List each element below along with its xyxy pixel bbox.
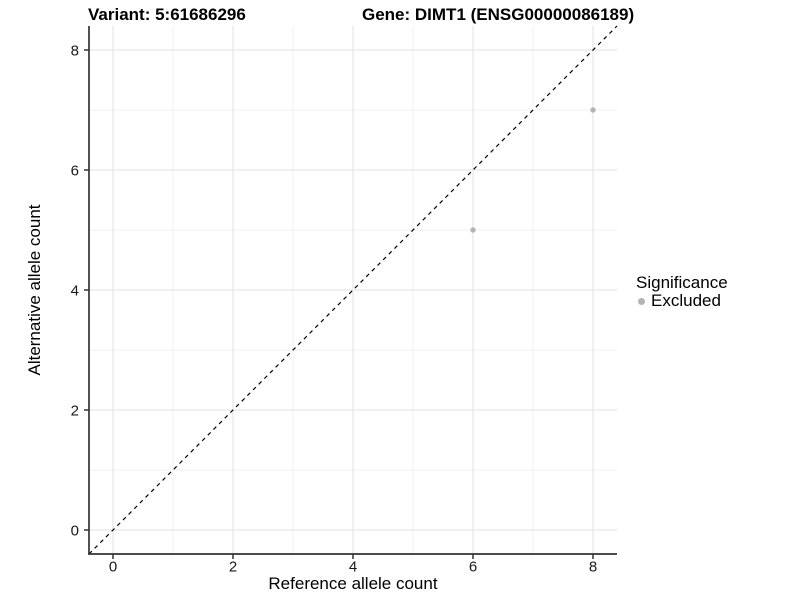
x-tick-label: 6	[469, 559, 477, 576]
legend-point-icon	[638, 297, 645, 305]
y-tick-label: 2	[71, 403, 79, 420]
x-tick-label: 4	[349, 559, 357, 576]
gene-title: Gene: DIMT1 (ENSG00000086189)	[362, 5, 635, 24]
x-tick-label: 8	[589, 559, 597, 576]
x-tick-label: 2	[229, 559, 237, 576]
data-point	[590, 107, 596, 113]
legend: Significance Excluded	[634, 274, 728, 310]
legend-title: Significance	[636, 273, 728, 292]
data-point	[470, 227, 476, 233]
x-tick-label: 0	[109, 559, 117, 576]
legend-item-excluded: Excluded	[634, 292, 728, 310]
y-tick-label: 0	[71, 523, 79, 540]
legend-item-label: Excluded	[651, 291, 721, 310]
y-axis-title: Alternative allele count	[25, 204, 44, 376]
y-tick-label: 6	[71, 163, 79, 180]
y-tick-label: 4	[71, 283, 79, 300]
y-tick-label: 8	[71, 43, 79, 60]
x-axis-title: Reference allele count	[268, 574, 438, 593]
variant-title: Variant: 5:61686296	[88, 5, 246, 24]
